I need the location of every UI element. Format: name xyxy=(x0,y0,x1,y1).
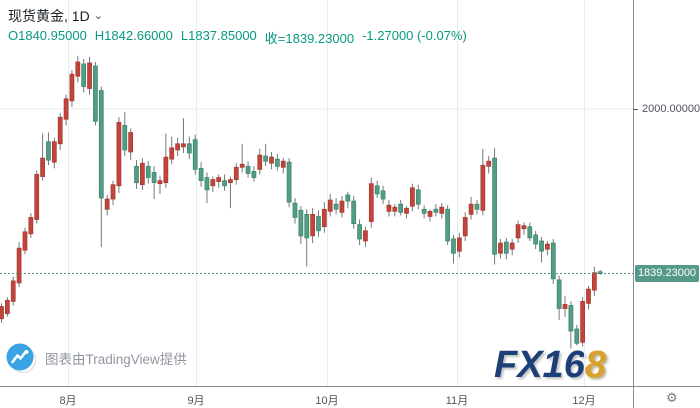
last-price-badge: 1839.23000 xyxy=(635,265,699,282)
fx168-logo: FX168 xyxy=(494,346,606,384)
x-axis-label-sep[interactable]: 9月 xyxy=(187,395,205,407)
timeframe-label[interactable]: 1D xyxy=(71,8,90,24)
change-value: -1.27000 (-0.07%) xyxy=(362,28,467,43)
tradingview-attribution[interactable]: 图表由TradingView提供 xyxy=(6,343,187,373)
x-axis-label-nov[interactable]: 11月 xyxy=(445,395,469,407)
high-value: H1842.66000 xyxy=(94,28,173,43)
gear-icon[interactable]: ⚙ xyxy=(666,390,678,405)
ohlc-readout: O1840.95000 H1842.66000 L1837.85000 收=18… xyxy=(8,28,467,47)
attribution-text[interactable]: 图表由TradingView提供 xyxy=(45,352,187,367)
low-value: L1837.85000 xyxy=(180,28,257,43)
fx168-logo-text: FX16 xyxy=(494,344,585,386)
close-value: 收=1839.23000 xyxy=(264,31,355,46)
symbol-name[interactable]: 现货黄金 xyxy=(8,8,64,24)
tradingview-logo-icon[interactable] xyxy=(6,343,36,373)
price-axis-label-2000[interactable]: 2000.00000 xyxy=(642,103,700,115)
open-value: O1840.95000 xyxy=(8,28,87,43)
fx168-logo-eight: 8 xyxy=(584,344,606,386)
x-axis-label-aug[interactable]: 8月 xyxy=(59,395,77,407)
chevron-down-icon[interactable]: ⌄ xyxy=(93,10,103,22)
x-axis-label-dec[interactable]: 12月 xyxy=(572,395,596,407)
x-axis-label-oct[interactable]: 10月 xyxy=(315,395,339,407)
symbol-separator: , xyxy=(64,8,68,24)
symbol-header[interactable]: 现货黄金, 1D ⌄ xyxy=(8,6,103,26)
